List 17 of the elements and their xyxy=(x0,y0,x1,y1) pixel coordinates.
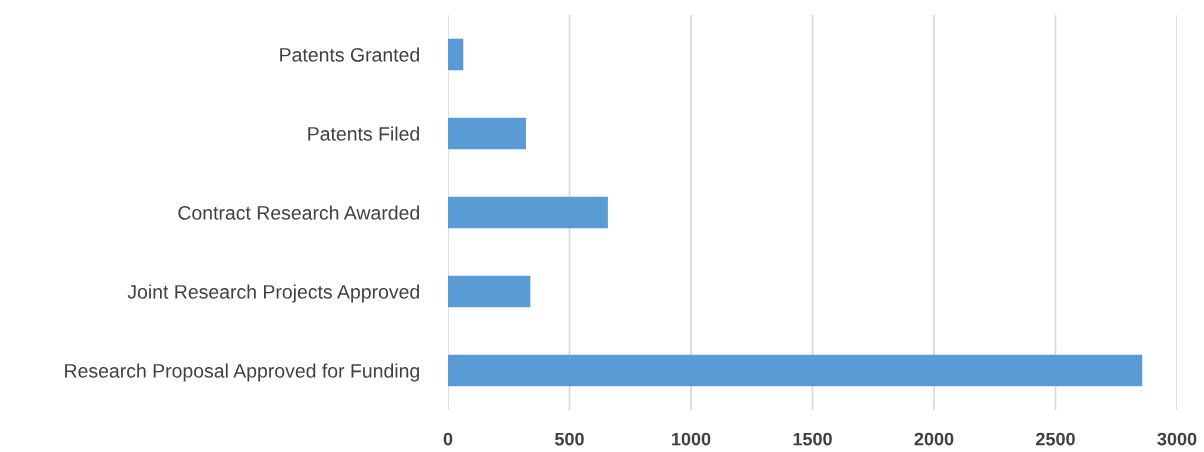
x-tick-label: 3000 xyxy=(1157,432,1197,446)
y-tick-label: Contract Research Awarded xyxy=(178,205,419,220)
bar xyxy=(448,196,608,229)
bar xyxy=(448,275,531,308)
y-tick-label: Research Proposal Approved for Funding xyxy=(65,363,419,382)
x-tick-label: 500 xyxy=(554,432,584,446)
bar xyxy=(448,117,526,150)
x-tick-label: 0 xyxy=(443,432,453,446)
y-tick-label: Patents Filed xyxy=(308,126,419,141)
x-tick-label: 1000 xyxy=(672,432,711,446)
x-tick-label: 2000 xyxy=(914,432,954,446)
bar xyxy=(448,354,1143,387)
x-tick-label: 2500 xyxy=(1036,432,1075,446)
bar xyxy=(448,38,464,71)
y-tick-label: Patents Granted xyxy=(280,47,419,62)
x-tick-label: 1500 xyxy=(793,432,832,446)
y-tick-label: Joint Research Projects Approved xyxy=(127,284,419,303)
